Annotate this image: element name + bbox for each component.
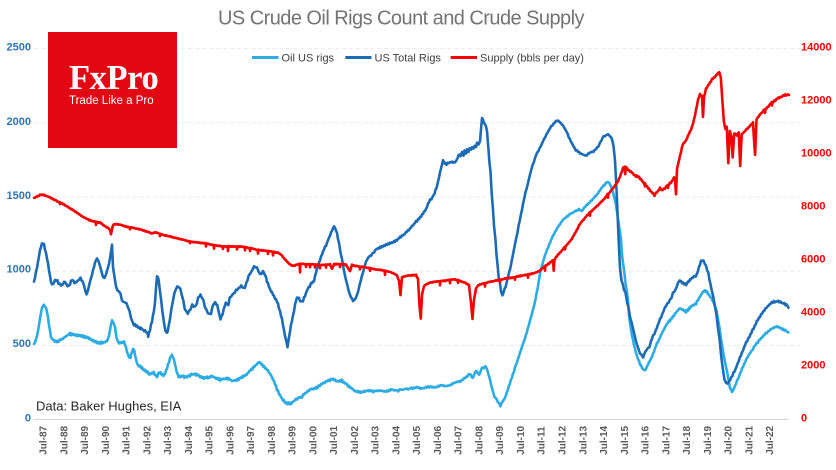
svg-text:Jul-92: Jul-92 <box>142 425 153 454</box>
svg-text:Jul-21: Jul-21 <box>744 425 755 454</box>
svg-text:Jul-15: Jul-15 <box>620 425 631 454</box>
svg-text:Data: Baker Hughes, EIA: Data: Baker Hughes, EIA <box>36 399 182 414</box>
svg-text:12000: 12000 <box>801 95 832 107</box>
svg-text:8000: 8000 <box>801 201 825 213</box>
svg-text:Jul-00: Jul-00 <box>308 425 319 454</box>
svg-text:Jul-08: Jul-08 <box>475 425 486 454</box>
svg-text:Jul-94: Jul-94 <box>184 425 195 454</box>
svg-text:Jul-19: Jul-19 <box>703 425 714 454</box>
svg-text:Jul-22: Jul-22 <box>765 425 776 454</box>
svg-text:US Total Rigs: US Total Rigs <box>375 53 442 65</box>
svg-text:Jul-10: Jul-10 <box>516 425 527 454</box>
svg-text:Jul-93: Jul-93 <box>163 425 174 454</box>
svg-text:2000: 2000 <box>801 360 825 372</box>
svg-text:0: 0 <box>801 413 807 425</box>
svg-text:Supply (bbls per day): Supply (bbls per day) <box>480 53 584 65</box>
svg-text:US Crude Oil Rigs Count and Cr: US Crude Oil Rigs Count and Crude Supply <box>218 8 585 30</box>
svg-text:Oil US rigs: Oil US rigs <box>282 53 335 65</box>
svg-text:Jul-13: Jul-13 <box>578 425 589 454</box>
svg-text:Jul-07: Jul-07 <box>454 425 465 454</box>
svg-text:Jul-14: Jul-14 <box>599 425 610 454</box>
svg-text:Jul-17: Jul-17 <box>661 425 672 454</box>
svg-text:Jul-02: Jul-02 <box>350 425 361 454</box>
svg-text:Jul-05: Jul-05 <box>412 425 423 454</box>
svg-text:Jul-96: Jul-96 <box>225 425 236 454</box>
svg-text:4000: 4000 <box>801 307 825 319</box>
svg-text:Jul-12: Jul-12 <box>558 425 569 454</box>
svg-text:500: 500 <box>13 338 31 350</box>
svg-text:Jul-99: Jul-99 <box>288 425 299 454</box>
svg-text:Jul-06: Jul-06 <box>433 425 444 454</box>
svg-text:Trade Like a Pro: Trade Like a Pro <box>69 95 154 107</box>
svg-text:Jul-95: Jul-95 <box>205 425 216 454</box>
svg-text:Jul-87: Jul-87 <box>39 425 50 454</box>
svg-text:14000: 14000 <box>801 42 832 54</box>
svg-text:1500: 1500 <box>7 190 31 202</box>
svg-text:Jul-18: Jul-18 <box>682 425 693 454</box>
svg-text:Jul-01: Jul-01 <box>329 425 340 454</box>
svg-text:Jul-09: Jul-09 <box>495 425 506 454</box>
svg-text:Jul-90: Jul-90 <box>101 425 112 454</box>
svg-text:Jul-11: Jul-11 <box>537 426 548 455</box>
svg-text:Jul-16: Jul-16 <box>641 425 652 454</box>
svg-text:Jul-03: Jul-03 <box>371 425 382 454</box>
svg-text:10000: 10000 <box>801 148 832 160</box>
svg-text:Jul-98: Jul-98 <box>267 425 278 454</box>
svg-text:Jul-89: Jul-89 <box>80 425 91 454</box>
svg-text:2000: 2000 <box>7 116 31 128</box>
svg-text:Jul-88: Jul-88 <box>59 425 70 454</box>
svg-text:Jul-04: Jul-04 <box>391 425 402 454</box>
svg-text:FxPro: FxPro <box>69 59 158 97</box>
svg-text:Jul-20: Jul-20 <box>724 425 735 454</box>
svg-text:0: 0 <box>25 413 31 425</box>
svg-text:6000: 6000 <box>801 254 825 266</box>
svg-text:1000: 1000 <box>7 264 31 276</box>
svg-text:Jul-91: Jul-91 <box>122 425 133 454</box>
svg-text:Jul-97: Jul-97 <box>246 425 257 454</box>
svg-text:2500: 2500 <box>7 42 31 54</box>
